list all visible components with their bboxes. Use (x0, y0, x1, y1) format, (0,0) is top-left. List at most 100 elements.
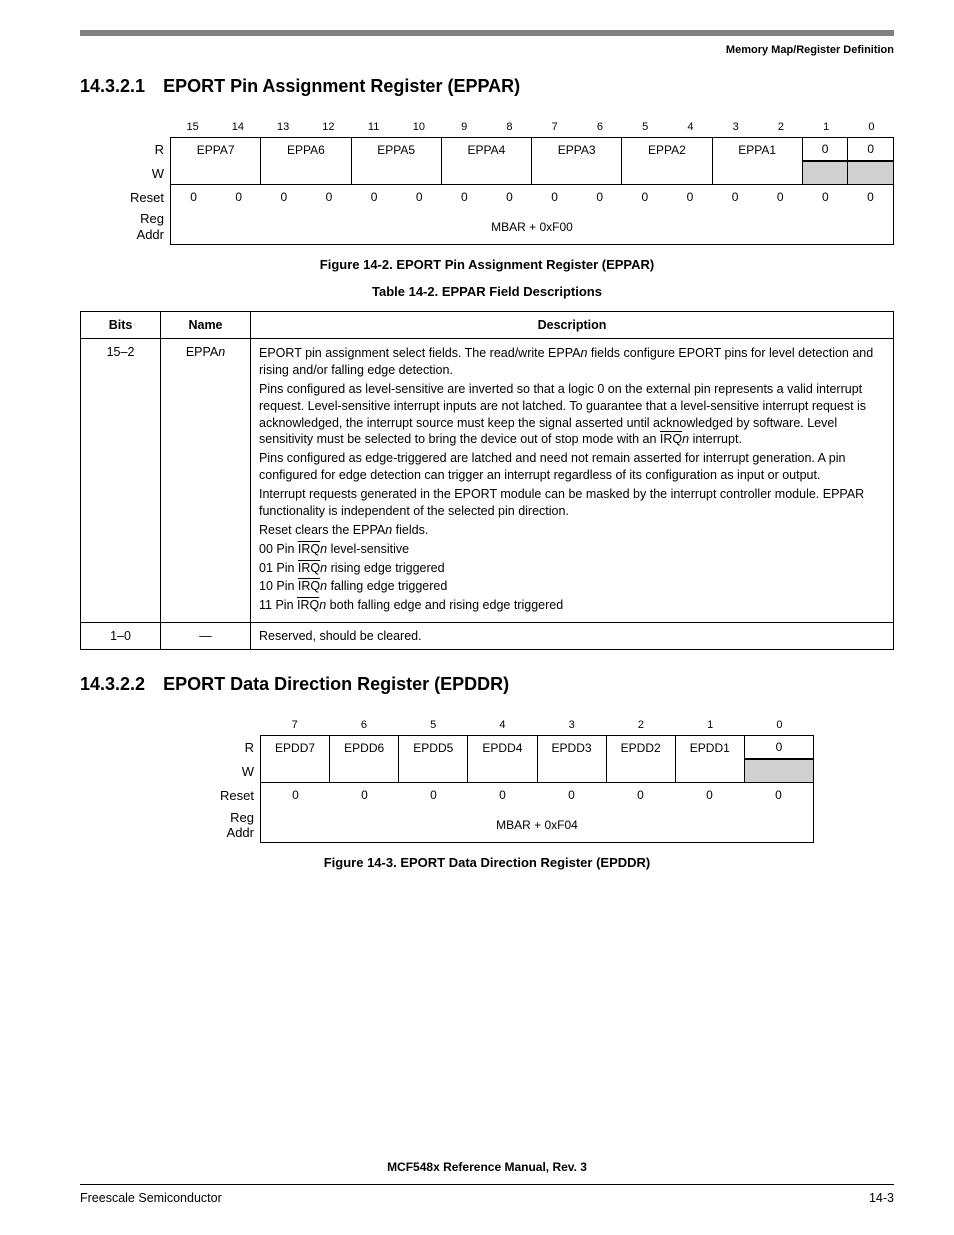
field-w (260, 759, 330, 783)
bit-index: 11 (351, 117, 396, 137)
field-w-reserved (803, 161, 849, 185)
bit-index: 4 (668, 117, 713, 137)
field-reserved: 0 (803, 137, 849, 161)
figure-caption-eppar: Figure 14-2. EPORT Pin Assignment Regist… (80, 257, 894, 272)
bit-index: 5 (623, 117, 668, 137)
field-w-reserved (745, 759, 814, 783)
cell-description: Reserved, should be cleared. (251, 623, 894, 650)
reset-val: 0 (532, 185, 577, 209)
bit-index: 6 (329, 715, 398, 735)
cell-name: EPPAn (161, 339, 251, 623)
bit-index: 4 (468, 715, 537, 735)
figure-caption-epddr: Figure 14-3. EPORT Data Direction Regist… (80, 855, 894, 870)
bit-index: 0 (745, 715, 814, 735)
section-title: EPORT Data Direction Register (EPDDR) (163, 674, 509, 694)
row-label-reset: Reset (120, 185, 170, 209)
bit-index: 0 (849, 117, 894, 137)
reset-val: 0 (468, 783, 537, 807)
field-epdd3: EPDD3 (538, 735, 607, 759)
bit-index: 15 (170, 117, 215, 137)
reset-val: 0 (306, 185, 351, 209)
bit-index: 1 (676, 715, 745, 735)
reset-val: 0 (577, 185, 622, 209)
row-label-w: W (120, 161, 170, 185)
footer-page-number: 14-3 (869, 1191, 894, 1205)
bit-index: 2 (758, 117, 803, 137)
page: Memory Map/Register Definition 14.3.2.1 E… (0, 0, 954, 1235)
bit-index: 6 (577, 117, 622, 137)
field-w (468, 759, 537, 783)
field-w (261, 161, 351, 185)
section-number: 14.3.2.2 (80, 674, 145, 695)
col-name: Name (161, 312, 251, 339)
row-label-r: R (210, 735, 260, 759)
row-label-addr: RegAddr (120, 209, 170, 245)
field-eppa5: EPPA5 (352, 137, 442, 161)
eppar-register-diagram: 15 14 13 12 11 10 9 8 7 6 5 4 3 2 1 0 R (120, 117, 894, 245)
col-description: Description (251, 312, 894, 339)
field-epdd1: EPDD1 (676, 735, 745, 759)
table-caption-eppar: Table 14-2. EPPAR Field Descriptions (80, 284, 894, 299)
field-epdd4: EPDD4 (468, 735, 537, 759)
reset-val: 0 (606, 783, 675, 807)
reset-val: 0 (744, 783, 813, 807)
field-eppa7: EPPA7 (170, 137, 261, 161)
field-w (352, 161, 442, 185)
page-footer: MCF548x Reference Manual, Rev. 3 Freesca… (80, 1160, 894, 1205)
bit-index: 7 (260, 715, 329, 735)
field-reserved: 0 (848, 137, 894, 161)
eppar-field-table: Bits Name Description 15–2 EPPAn EPORT p… (80, 311, 894, 650)
field-epdd2: EPDD2 (607, 735, 676, 759)
section-heading-epddr: 14.3.2.2 EPORT Data Direction Register (E… (80, 674, 894, 695)
field-eppa3: EPPA3 (532, 137, 622, 161)
field-eppa1: EPPA1 (713, 137, 803, 161)
row-label-w: W (210, 759, 260, 783)
field-w (607, 759, 676, 783)
cell-bits: 1–0 (81, 623, 161, 650)
reset-val: 0 (622, 185, 667, 209)
row-label-r: R (120, 137, 170, 161)
field-w (538, 759, 607, 783)
field-w (442, 161, 532, 185)
cell-description: EPORT pin assignment select fields. The … (251, 339, 894, 623)
field-w (713, 161, 803, 185)
bit-index: 7 (532, 117, 577, 137)
reset-val: 0 (216, 185, 261, 209)
section-heading-eppar: 14.3.2.1 EPORT Pin Assignment Register (E… (80, 76, 894, 97)
field-w (399, 759, 468, 783)
reset-val: 0 (397, 185, 442, 209)
reset-val: 0 (442, 185, 487, 209)
header-section-path: Memory Map/Register Definition (80, 44, 894, 56)
top-rule (80, 30, 894, 36)
reg-address: MBAR + 0xF00 (170, 209, 894, 245)
reset-val: 0 (399, 783, 468, 807)
reset-val: 0 (537, 783, 606, 807)
section-title: EPORT Pin Assignment Register (EPPAR) (163, 76, 520, 96)
footer-doc-title: MCF548x Reference Manual, Rev. 3 (80, 1160, 894, 1174)
reset-val: 0 (713, 185, 758, 209)
footer-company: Freescale Semiconductor (80, 1191, 222, 1205)
row-label-reset: Reset (210, 783, 260, 807)
section-number: 14.3.2.1 (80, 76, 145, 97)
bit-index: 5 (399, 715, 468, 735)
field-epdd5: EPDD5 (399, 735, 468, 759)
field-w-reserved (848, 161, 894, 185)
bit-index: 2 (606, 715, 675, 735)
cell-bits: 15–2 (81, 339, 161, 623)
bit-index: 3 (537, 715, 606, 735)
reset-val: 0 (261, 185, 306, 209)
reset-val: 0 (848, 185, 893, 209)
bit-index: 10 (396, 117, 441, 137)
reset-val: 0 (487, 185, 532, 209)
epddr-register-diagram: 7 6 5 4 3 2 1 0 R EPDD7 EPDD6 EPDD5 EPDD… (210, 715, 814, 843)
col-bits: Bits (81, 312, 161, 339)
reset-val: 0 (758, 185, 803, 209)
field-w (330, 759, 399, 783)
field-w (676, 759, 745, 783)
bit-index: 8 (487, 117, 532, 137)
field-eppa4: EPPA4 (442, 137, 532, 161)
bit-index: 3 (713, 117, 758, 137)
cell-name: — (161, 623, 251, 650)
reset-val: 0 (667, 185, 712, 209)
field-epdd7: EPDD7 (260, 735, 330, 759)
